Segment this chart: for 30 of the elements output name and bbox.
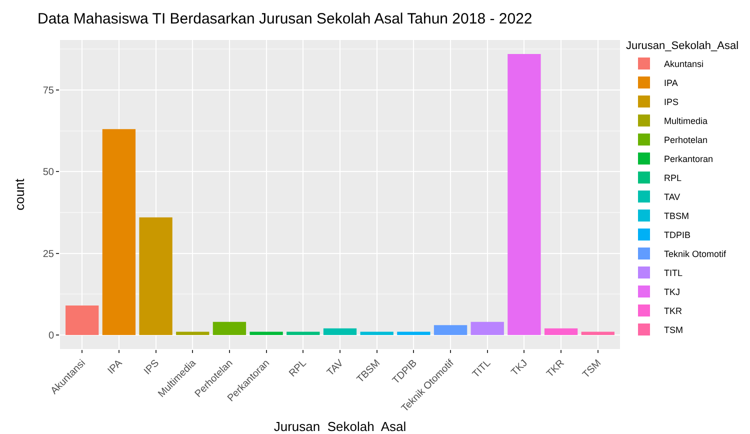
- legend-label: TKR: [664, 306, 682, 316]
- legend-label: Multimedia: [664, 116, 708, 126]
- y-tick-label: 75: [42, 85, 54, 96]
- y-tick-label: 25: [42, 248, 54, 260]
- x-tick-label: TKR: [544, 358, 567, 380]
- legend-label: Perkantoran: [664, 154, 714, 164]
- y-tick-label: 50: [42, 167, 54, 178]
- legend-label: TDPIB: [664, 230, 691, 240]
- x-tick-label: TITL: [470, 358, 494, 380]
- legend-label: TBSM: [664, 211, 690, 222]
- legend-label: RPL: [664, 173, 682, 184]
- legend-label: Teknik Otomotif: [664, 249, 727, 260]
- y-tick-label: 0: [48, 330, 54, 342]
- x-tick-label: IPA: [106, 358, 125, 377]
- x-tick-label: TAV: [325, 358, 346, 378]
- legend-label: IPS: [664, 97, 679, 108]
- legend-label: TAV: [664, 192, 680, 202]
- legend-title: Jurusan_Sekolah_Asal: [626, 40, 739, 52]
- legend-label: TITL: [664, 268, 683, 278]
- x-tick-label: TKJ: [510, 358, 530, 378]
- legend-label: IPA: [664, 78, 678, 88]
- legend-label: TKJ: [664, 287, 680, 298]
- legend-label: Akuntansi: [664, 59, 704, 70]
- legend-label: TSM: [664, 325, 683, 336]
- legend-label: Perhotelan: [664, 135, 708, 146]
- x-tick-label: RPL: [287, 358, 310, 380]
- y-axis-title: count: [12, 178, 27, 210]
- x-tick-label: IPS: [142, 358, 162, 378]
- x-axis-title: Jurusan Sekolah Asal: [274, 419, 406, 434]
- chart-title: Data Mahasiswa TI Berdasarkan Jurusan Sekolah Asal Tahun 2018 - 2022: [38, 10, 532, 28]
